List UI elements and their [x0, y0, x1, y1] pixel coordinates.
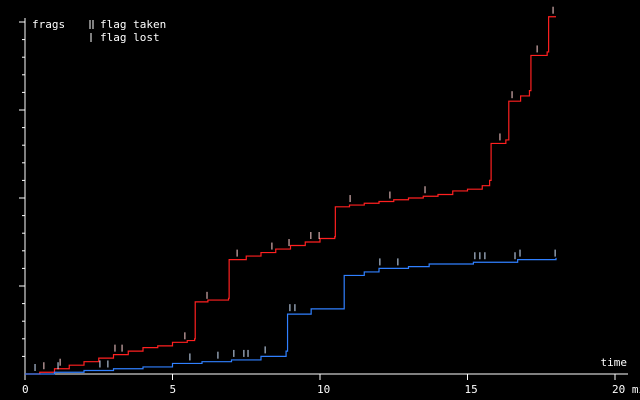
x-axis-label: time — [601, 356, 628, 369]
x-tick-label: 10 — [317, 383, 330, 396]
x-tick-label: 20 min — [612, 383, 640, 396]
legend-lost: flag lost — [100, 31, 160, 44]
legend-taken: flag taken — [100, 18, 166, 31]
x-tick-label: 0 — [22, 383, 29, 396]
series-line — [25, 257, 557, 375]
y-axis-label: frags — [32, 18, 65, 31]
x-tick-label: 5 — [170, 383, 177, 396]
x-tick-label: 15 — [465, 383, 478, 396]
series-line — [25, 16, 556, 375]
